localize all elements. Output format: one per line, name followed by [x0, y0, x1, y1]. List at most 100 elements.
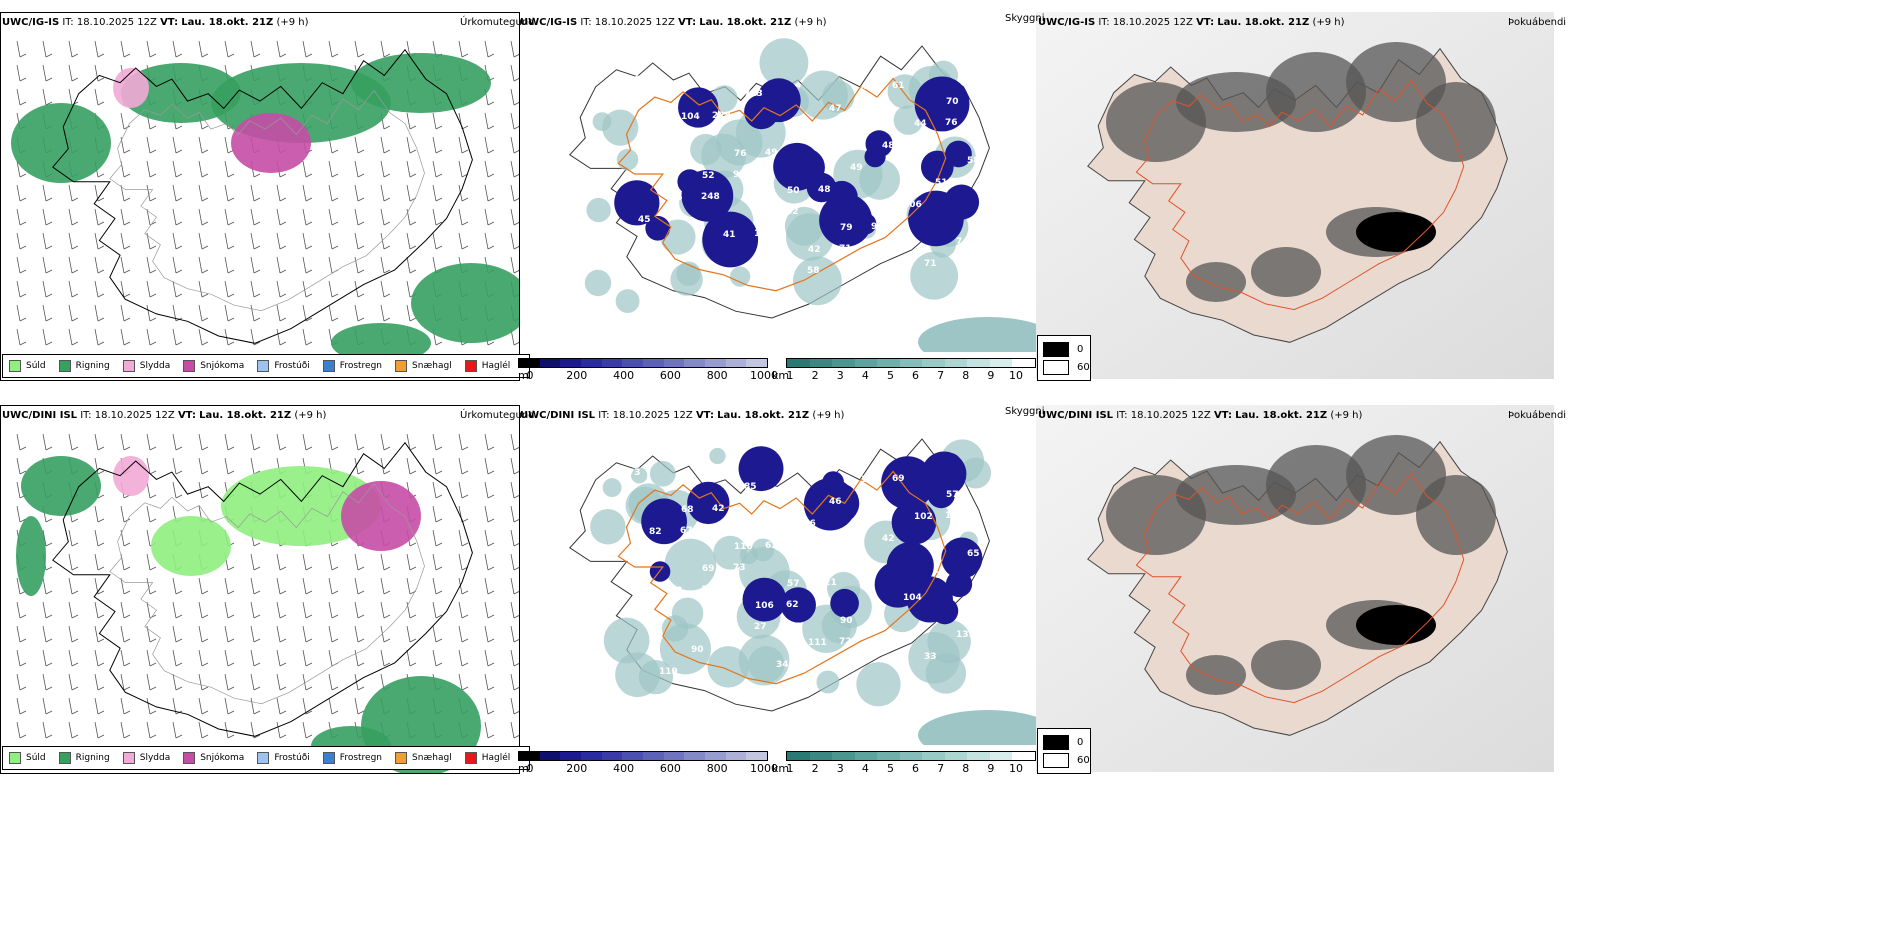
wind-barb — [42, 625, 53, 643]
ceiling-label: 723 — [744, 89, 763, 99]
wind-barb — [510, 505, 519, 523]
wind-barb — [172, 457, 183, 475]
low-visibility-area — [729, 266, 751, 287]
wind-barb — [302, 625, 313, 643]
wind-barb — [224, 457, 235, 475]
wind-barb — [432, 625, 443, 643]
wind-barb — [68, 673, 79, 691]
wind-barb — [510, 601, 519, 619]
wind-barb — [120, 40, 131, 58]
wind-barb — [94, 40, 105, 58]
wind-barb — [94, 88, 105, 106]
wind-barb — [16, 304, 27, 322]
ceiling-label: 52 — [702, 171, 715, 181]
low-visibility-area — [856, 662, 901, 707]
wind-barb — [16, 505, 27, 523]
ceiling-label: 76 — [680, 133, 693, 143]
wind-barb — [146, 40, 157, 58]
wind-barb — [16, 64, 27, 82]
wind-barb — [120, 625, 131, 643]
wind-barb — [380, 208, 391, 226]
wind-barb — [250, 208, 261, 226]
road-network — [1135, 472, 1465, 704]
wind-barb — [120, 505, 131, 523]
wind-barb — [94, 577, 105, 595]
ceiling-label: 46 — [670, 193, 683, 203]
wind-barb — [68, 64, 79, 82]
fog-indicator-area — [1186, 655, 1246, 695]
wind-barb — [198, 625, 209, 643]
legend-item: Slydda — [122, 752, 170, 764]
wind-barb — [354, 625, 365, 643]
wind-barb — [146, 256, 157, 274]
ceiling-label: 66 — [797, 126, 810, 136]
wind-barb — [68, 529, 79, 547]
wind-barb — [94, 304, 105, 322]
wind-barb — [276, 433, 287, 451]
wind-barb — [302, 232, 313, 250]
wind-barb — [328, 232, 339, 250]
wind-barb — [328, 625, 339, 643]
wind-barb — [432, 184, 443, 202]
ceiling-label: 57 — [946, 490, 959, 500]
wind-barb — [354, 553, 365, 571]
coastline — [52, 441, 473, 737]
ceiling-unit: m — [518, 762, 529, 775]
wind-barb — [198, 256, 209, 274]
wind-barb — [302, 184, 313, 202]
ceiling-tick-label: 1000 — [750, 762, 778, 775]
fog-swatch-white — [1043, 753, 1069, 768]
ceiling-label: 73 — [733, 563, 746, 573]
wind-barb — [354, 304, 365, 322]
wind-barb — [198, 481, 209, 499]
precip-area — [16, 516, 46, 596]
sea-fog-area — [918, 317, 1036, 352]
wind-barb — [406, 208, 417, 226]
low-ceiling-area — [943, 184, 980, 220]
title-fog-top: Þokuábendi — [1508, 17, 1567, 28]
fog-indicator-area — [1186, 262, 1246, 302]
wind-barb — [354, 160, 365, 178]
ceiling-label: 119 — [659, 667, 678, 677]
fog-indicator-area — [1176, 72, 1296, 132]
ceiling-label: 68 — [681, 505, 694, 515]
wind-barb — [16, 160, 27, 178]
wind-barb — [432, 649, 443, 667]
ceiling-tick-label: 400 — [613, 369, 635, 382]
wind-barb — [328, 697, 339, 715]
ceiling-label: 49 — [765, 148, 778, 158]
wind-barb — [250, 697, 261, 715]
ceiling-label: 114 — [945, 511, 964, 521]
header-fog-bottom: UWC/DINI ISL IT: 18.10.2025 12Z VT: Lau.… — [1038, 410, 1363, 421]
wind-barb — [328, 280, 339, 298]
ceiling-label: 106 — [903, 200, 922, 210]
low-ceiling-area — [677, 169, 703, 195]
ceiling-label: 70 — [977, 489, 990, 499]
wind-barb — [380, 433, 391, 451]
low-ceiling-area — [738, 446, 784, 492]
legend-swatch — [9, 360, 21, 372]
wind-barb — [94, 649, 105, 667]
fog-legend-bottom-label: 60 — [1077, 362, 1090, 373]
wind-barb — [94, 184, 105, 202]
wind-barb — [276, 232, 287, 250]
visibility-tick-label: 10 — [1009, 762, 1023, 775]
wind-barb — [120, 304, 131, 322]
wind-barb — [42, 304, 53, 322]
ceiling-label: 73 — [628, 468, 641, 478]
legend-swatch — [322, 360, 335, 372]
wind-barb — [354, 184, 365, 202]
legend-label: Súld — [26, 361, 46, 371]
fog-indicator-panel-bottom — [1036, 405, 1554, 772]
wind-barb — [250, 649, 261, 667]
wind-barb — [120, 433, 131, 451]
fog-map-canvas — [1036, 12, 1554, 379]
wind-barb — [380, 136, 391, 154]
low-ceiling-area — [865, 130, 893, 158]
title-vis-bottom: Skyggni — [1005, 406, 1045, 417]
wind-barb — [224, 40, 235, 58]
wind-barb — [458, 208, 469, 226]
wind-barb — [120, 697, 131, 715]
wind-barb — [484, 553, 495, 571]
wind-barb — [198, 280, 209, 298]
